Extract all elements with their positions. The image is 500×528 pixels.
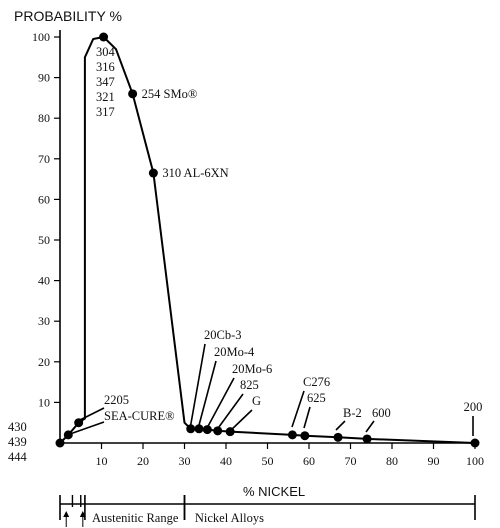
ticks: 10 20 30 40 50 60 70 80 90 100 10 20 30 40 50 60 70 80 90 1… <box>32 30 484 468</box>
x-tick-label: 100 <box>466 454 484 468</box>
peak-grade-label: 317 <box>96 105 115 119</box>
data-point <box>63 430 73 440</box>
x-axis-title: % NICKEL <box>243 484 305 499</box>
annotation-label: 20Mo-6 <box>232 362 272 376</box>
annotation-label: 200 <box>464 400 483 414</box>
annotation-label: 310 AL-6XN <box>162 166 228 180</box>
x-tick-label: 50 <box>262 454 274 468</box>
y-tick-label: 60 <box>38 192 50 206</box>
annotation-leader <box>335 420 346 431</box>
range-label: Nickel Alloys <box>195 511 264 525</box>
y-tick-label: 70 <box>38 152 50 166</box>
y-tick-label: 80 <box>38 111 50 125</box>
y-tick-label: 90 <box>38 71 50 85</box>
series-line <box>59 36 476 444</box>
y-tick-label: 40 <box>38 274 50 288</box>
annotation-label: 254 SMo® <box>142 87 198 101</box>
annotation-label: SEA-CURE® <box>104 409 175 423</box>
annotation-leader <box>228 409 253 433</box>
x-tick-label: 30 <box>179 454 191 468</box>
x-tick-label: 20 <box>137 454 149 468</box>
annotation-leader <box>291 390 305 428</box>
chart-title: PROBABILITY % <box>14 8 122 24</box>
series <box>59 36 476 444</box>
up-arrow-head <box>79 511 86 517</box>
data-point <box>213 426 223 436</box>
markers <box>55 32 480 448</box>
data-point <box>333 432 343 442</box>
annotation-leader <box>303 406 311 429</box>
left-grade-label: 444 <box>8 450 28 464</box>
axes <box>59 30 475 444</box>
annotation-label: 600 <box>372 406 391 420</box>
up-arrow-head <box>63 511 70 517</box>
annotation-label: 825 <box>240 378 259 392</box>
annotation-leader <box>189 343 206 430</box>
annotation-leader <box>69 421 105 435</box>
annotation-label: 20Mo-4 <box>214 345 255 359</box>
y-tick-label: 10 <box>38 395 50 409</box>
x-tick-label: 80 <box>386 454 398 468</box>
annotation-label: C276 <box>303 375 330 389</box>
data-point <box>55 438 65 448</box>
x-tick-label: 60 <box>303 454 315 468</box>
y-tick-label: 50 <box>38 233 50 247</box>
annotation-leader <box>365 420 375 433</box>
y-tick-label: 100 <box>32 30 50 44</box>
annotation-leader <box>215 393 244 432</box>
peak-grade-label: 347 <box>96 75 115 89</box>
annotation-label: 625 <box>307 391 326 405</box>
x-tick-label: 70 <box>345 454 357 468</box>
data-point <box>202 425 212 435</box>
data-point <box>470 438 480 448</box>
data-point <box>287 430 297 440</box>
y-tick-label: 30 <box>38 314 50 328</box>
data-point <box>148 168 158 178</box>
range-label: Austenitic Range <box>92 511 179 525</box>
peak-grade-label: 316 <box>96 60 115 74</box>
annotation-label: G <box>252 394 261 408</box>
x-tick-label: 10 <box>96 454 108 468</box>
annotation-label: B-2 <box>343 406 362 420</box>
ranges: Austenitic Range Nickel Alloys <box>59 495 476 527</box>
left-grade-label: 430 <box>8 420 27 434</box>
left-grade-label: 439 <box>8 435 27 449</box>
annotation-leader <box>197 360 217 430</box>
annotation-label: 2205 <box>104 393 129 407</box>
data-point <box>194 424 204 434</box>
annotation-leader <box>205 377 235 431</box>
x-tick-label: 40 <box>220 454 232 468</box>
peak-grade-label: 321 <box>96 90 115 104</box>
data-point <box>74 418 84 428</box>
data-point <box>300 431 310 441</box>
y-tick-label: 20 <box>38 355 50 369</box>
x-tick-label: 90 <box>428 454 440 468</box>
annotations: 254 SMo® 310 AL-6XN 2205 SEA-CURE® 20Cb-3 20M… <box>69 87 483 436</box>
data-point <box>128 89 138 99</box>
peak-grade-label: 304 <box>96 45 116 59</box>
data-point <box>362 434 372 444</box>
annotation-label: 20Cb-3 <box>204 328 242 342</box>
annotation-leader <box>79 407 105 421</box>
data-point <box>99 32 109 42</box>
